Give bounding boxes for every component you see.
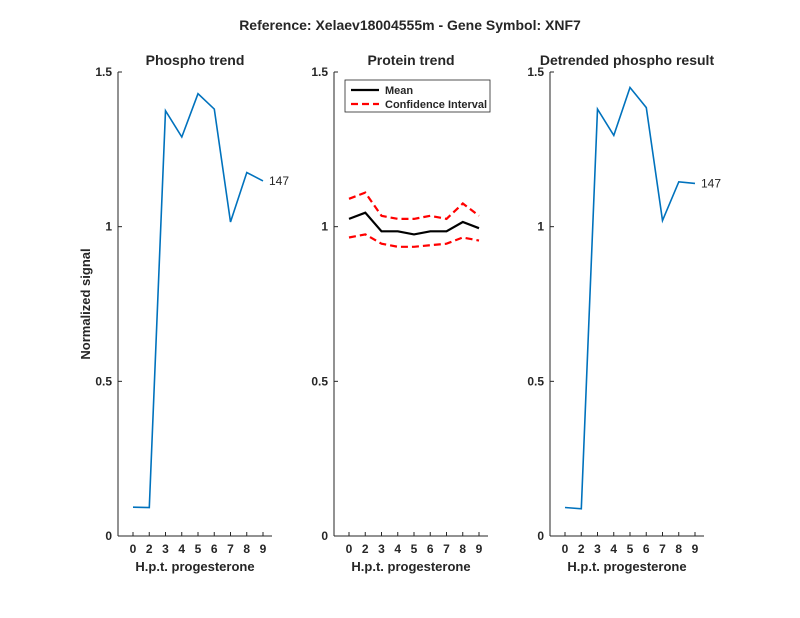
x-tick-label: 8 <box>675 542 682 556</box>
y-tick-label: 0.5 <box>527 374 544 388</box>
y-axis-label: Normalized signal <box>78 248 93 359</box>
x-tick-label: 9 <box>692 542 699 556</box>
y-tick-label: 0 <box>105 529 112 543</box>
x-tick-label: 4 <box>178 542 185 556</box>
ci-upper-line <box>348 191 480 221</box>
panel-title: Protein trend <box>367 52 454 68</box>
x-tick-label: 4 <box>394 542 401 556</box>
x-tick-label: 5 <box>627 542 634 556</box>
x-tick-label: 3 <box>594 542 601 556</box>
mean-line <box>348 211 480 236</box>
x-tick-label: 4 <box>610 542 617 556</box>
x-tick-label: 3 <box>378 542 385 556</box>
x-tick-label: 7 <box>227 542 234 556</box>
x-tick-label: 2 <box>362 542 369 556</box>
x-tick-label: 0 <box>562 542 569 556</box>
x-axis-label: H.p.t. progesterone <box>567 559 686 574</box>
y-tick-label: 1 <box>537 220 544 234</box>
x-tick-label: 7 <box>443 542 450 556</box>
panel-title: Phospho trend <box>146 52 245 68</box>
x-tick-label: 9 <box>476 542 483 556</box>
x-tick-label: 6 <box>643 542 650 556</box>
x-tick-label: 0 <box>130 542 137 556</box>
legend-box <box>344 79 491 113</box>
y-tick-label: 1.5 <box>95 65 112 79</box>
y-tick-label: 1.5 <box>527 65 544 79</box>
x-tick-label: 6 <box>427 542 434 556</box>
y-tick-label: 1 <box>105 220 112 234</box>
legend-label-ci: Confidence Interval <box>385 99 487 111</box>
series-line <box>564 85 696 510</box>
y-tick-label: 1.5 <box>311 65 328 79</box>
x-tick-label: 3 <box>162 542 169 556</box>
x-tick-label: 6 <box>211 542 218 556</box>
x-tick-label: 2 <box>578 542 585 556</box>
series-line <box>132 92 264 509</box>
y-tick-label: 1 <box>321 220 328 234</box>
y-tick-label: 0.5 <box>95 374 112 388</box>
panel-title: Detrended phospho result <box>540 52 715 68</box>
x-tick-label: 8 <box>459 542 466 556</box>
end-label: 147 <box>269 174 289 188</box>
ci-lower-line <box>348 233 480 248</box>
x-axis-label: H.p.t. progesterone <box>135 559 254 574</box>
y-tick-label: 0.5 <box>311 374 328 388</box>
x-tick-label: 5 <box>195 542 202 556</box>
x-tick-label: 8 <box>243 542 250 556</box>
x-tick-label: 9 <box>260 542 267 556</box>
legend-label-mean: Mean <box>385 85 413 97</box>
x-tick-label: 0 <box>346 542 353 556</box>
figure-title: Reference: Xelaev18004555m - Gene Symbol… <box>239 17 581 33</box>
x-tick-label: 5 <box>411 542 418 556</box>
x-tick-label: 7 <box>659 542 666 556</box>
x-tick-label: 2 <box>146 542 153 556</box>
x-axis-label: H.p.t. progesterone <box>351 559 470 574</box>
legend: Mean Confidence Interval <box>344 79 491 113</box>
y-tick-label: 0 <box>537 529 544 543</box>
end-label: 147 <box>701 176 721 190</box>
y-tick-label: 0 <box>321 529 328 543</box>
